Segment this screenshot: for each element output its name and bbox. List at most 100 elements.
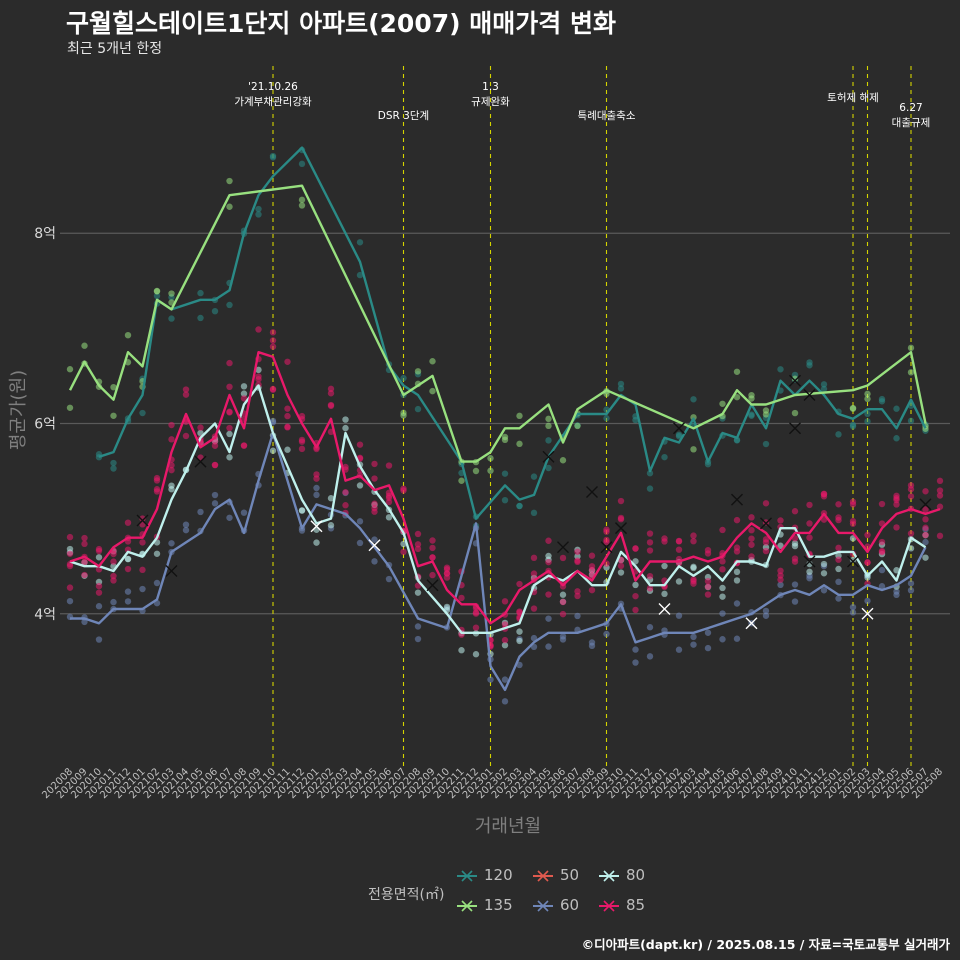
scatter-point [864,390,871,398]
scatter-point [791,508,799,515]
scatter-point [501,496,509,504]
scatter-point [168,290,175,297]
scatter-point [777,576,784,583]
scatter-point [81,558,88,566]
y-axis-ticks: 4억 6억 8억 [34,226,56,623]
scatter-point [574,422,581,430]
scatter-point [429,554,436,561]
scatter-point [748,412,755,419]
scatter-point [168,436,175,443]
scatter-point [153,292,161,300]
scatter-point [182,526,190,534]
legend-item-50: 50 [532,866,579,884]
legend-key-icon [599,899,619,912]
scatter-point [487,467,494,474]
scatter-point [385,462,393,469]
scatter-point [646,485,654,492]
scatter-point [878,548,886,556]
scatter-point [95,603,103,610]
scatter-point [66,366,74,373]
scatter-point [849,517,857,525]
legend-label: 50 [560,866,580,884]
scatter-point [864,597,871,605]
scatter-point [559,598,567,606]
y-tick-label: 4억 [34,607,56,623]
scatter-point [269,447,277,454]
scatter-point [791,581,799,588]
scatter-point [124,555,132,563]
scatter-point [168,315,175,322]
scatter-point [342,502,349,509]
scatter-point [748,535,755,542]
scatter-point [284,412,291,420]
cross-marker [731,493,743,506]
scatter-point [849,603,857,611]
cross-marker [136,514,149,527]
scatter-point [211,491,219,499]
scatter-point [284,423,291,430]
legend-label: 135 [484,896,513,914]
scatter-point [675,538,683,545]
scatter-point [907,369,915,376]
scatter-point [545,415,552,423]
scatter-point [400,485,407,492]
scatter-point [922,554,929,561]
scatter-point [400,540,407,548]
scatter-point [458,647,465,654]
scatter-point [733,368,741,375]
scatter-point [153,579,161,587]
scatter-point [777,567,784,575]
scatter-point [501,676,509,683]
scatter-point [733,577,741,584]
scatter-point [414,635,422,643]
scatter-point [835,431,842,438]
scatter-point [110,465,117,472]
cross-marker [847,555,859,568]
scatter-point [733,548,741,555]
scatter-point [835,544,842,552]
scatter-point [907,344,915,352]
scatter-point [414,589,422,596]
scatter-point [429,544,436,552]
scatter-point [675,546,683,553]
scatter-point [371,500,378,507]
scatter-point [922,538,929,546]
scatter-point [95,582,103,590]
scatter-point [298,445,306,453]
scatter-point [226,301,233,309]
scatter-point [153,477,161,484]
scatter-point [501,636,509,644]
scatter-point [501,470,509,477]
cross-marker [368,539,381,552]
scatter-point [313,475,320,482]
scatter-point [414,545,422,553]
scatter-point [936,477,944,485]
scatter-point [646,539,654,546]
scatter-point [603,630,610,638]
scatter-point [139,566,146,574]
cross-marker [542,450,555,463]
scatter-point [240,383,248,390]
scatter-point [443,564,451,571]
scatter-point [864,395,871,403]
scatter-point [356,454,364,461]
scatter-point [603,415,610,422]
series-line-120 [98,146,927,520]
scatter-point [690,577,697,585]
scatter-point [240,390,248,397]
scatter-point [893,405,900,412]
scatter-point [864,410,871,418]
scatter-point [110,598,117,606]
scatter-point [849,405,857,412]
cross-markers [136,374,932,630]
scatter-point [110,459,117,467]
scatter-point [878,583,886,590]
scatter-point [617,380,625,388]
scatter-point [907,417,915,425]
scatter-point [545,537,552,544]
scatter-point [211,307,219,315]
cross-marker [615,522,627,535]
x-axis-ticks: 2020082020092020102020112020122021012021… [40,766,945,801]
scatter-point [472,467,480,475]
legend-item-85: 85 [598,896,645,914]
